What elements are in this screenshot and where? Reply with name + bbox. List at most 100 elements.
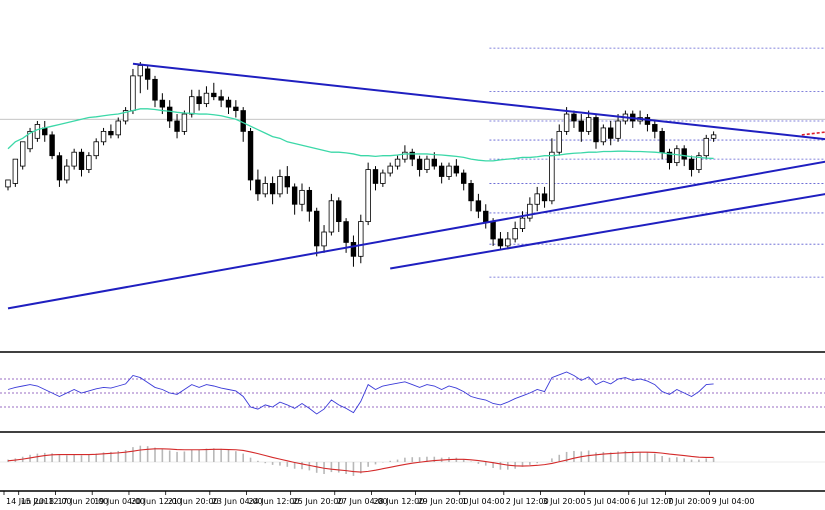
bull-candle (402, 151, 408, 160)
bull-candle (365, 169, 371, 223)
bull-candle (387, 165, 393, 174)
trendline (132, 62, 825, 141)
bull-candle (181, 113, 188, 132)
macd-signal-line (7, 448, 714, 473)
bull-candle (358, 221, 364, 257)
x-tick-label: 7 Jul 20:00 (668, 497, 711, 506)
price-panel (0, 47, 825, 353)
bear-candle (159, 99, 166, 108)
x-tick-label: 24 Jun 12:00 (249, 497, 300, 506)
moving-average-line (7, 108, 714, 162)
bear-candle (144, 68, 151, 80)
rsi-line (7, 371, 714, 415)
bear-candle (644, 117, 651, 125)
bear-candle (336, 200, 342, 223)
bear-candle (225, 99, 232, 108)
bull-candle (446, 165, 452, 177)
bull-candle (189, 96, 195, 115)
bull-candle (86, 155, 92, 170)
bull-candle (380, 172, 386, 184)
bear-candle (291, 186, 298, 205)
x-tick-label: 25 Jun 20:00 (293, 497, 344, 506)
bull-candle (505, 238, 511, 247)
bear-candle (78, 151, 85, 170)
bull-candle (137, 65, 143, 77)
bull-candle (115, 120, 121, 136)
bear-candle (313, 210, 320, 247)
x-tick-label: 2 Jul 12:00 (506, 497, 549, 506)
bull-candle (549, 151, 555, 202)
bear-candle (681, 148, 687, 160)
rsi-panel (0, 371, 825, 433)
bear-candle (284, 176, 290, 188)
bear-candle (343, 221, 349, 243)
bear-candle (56, 155, 63, 181)
bear-candle (593, 117, 599, 143)
x-tick-label: 17 Jun 20:00 (57, 497, 108, 506)
bear-candle (460, 172, 467, 184)
bear-candle (438, 165, 445, 177)
bear-candle (490, 221, 496, 240)
bear-candle (497, 238, 504, 247)
x-tick-label: 9 Jul 04:00 (712, 497, 755, 506)
bull-candle (100, 130, 107, 143)
bear-candle (541, 193, 548, 202)
x-tick-label: 19 Jun 04:00 (94, 497, 145, 506)
bull-candle (19, 141, 26, 167)
bear-candle (608, 127, 614, 139)
x-tick-label: 14 Jun 2018 (6, 497, 54, 506)
bear-candle (269, 183, 276, 195)
bear-candle (255, 179, 261, 195)
bear-candle (196, 96, 202, 105)
bear-candle (409, 151, 415, 160)
bull-candle (328, 200, 335, 233)
bull-candle (122, 110, 129, 122)
bull-candle (512, 228, 518, 240)
x-tick-label: 27 Jun 04:00 (337, 497, 388, 506)
x-tick-label: 5 Jul 04:00 (587, 497, 630, 506)
bull-candle (600, 127, 607, 143)
bear-candle (652, 124, 658, 132)
bear-candle (211, 92, 217, 98)
bear-candle (468, 183, 474, 202)
bear-candle (350, 242, 357, 257)
x-tick-label: 21 Jun 20:00 (168, 497, 219, 506)
macd-panel (0, 445, 825, 492)
bear-candle (218, 96, 224, 101)
bear-candle (306, 189, 313, 212)
bear-candle (152, 78, 158, 101)
bull-candle (34, 124, 41, 139)
x-tick-label: 29 Jun 20:00 (418, 497, 469, 506)
bull-candle (203, 92, 210, 105)
bull-candle (321, 231, 327, 247)
bull-candle (64, 165, 70, 181)
bear-candle (416, 158, 423, 170)
bear-candle (571, 113, 577, 122)
bull-candle (71, 151, 77, 167)
x-tick-label: 3 Jul 20:00 (543, 497, 586, 506)
bull-candle (534, 193, 540, 205)
bear-candle (688, 158, 695, 170)
bull-candle (696, 155, 702, 170)
bull-candle (12, 158, 19, 184)
x-tick-label: 23 Jun 04:00 (212, 497, 263, 506)
bear-candle (240, 110, 246, 132)
bear-candle (166, 106, 173, 122)
bull-candle (27, 130, 33, 150)
bull-candle (394, 158, 401, 167)
x-tick-label: 6 Jul 12:00 (631, 497, 674, 506)
x-tick-label: 20 Jun 12:00 (131, 497, 182, 506)
bear-candle (453, 165, 460, 174)
trendline (7, 160, 825, 310)
bull-candle (130, 75, 136, 111)
bear-candle (233, 106, 239, 111)
bear-candle (483, 210, 489, 223)
projection-mark (801, 131, 825, 136)
x-tick-label: 1 Jul 04:00 (462, 497, 505, 506)
bear-candle (372, 169, 379, 184)
bull-candle (299, 189, 305, 205)
bear-candle (174, 120, 180, 132)
